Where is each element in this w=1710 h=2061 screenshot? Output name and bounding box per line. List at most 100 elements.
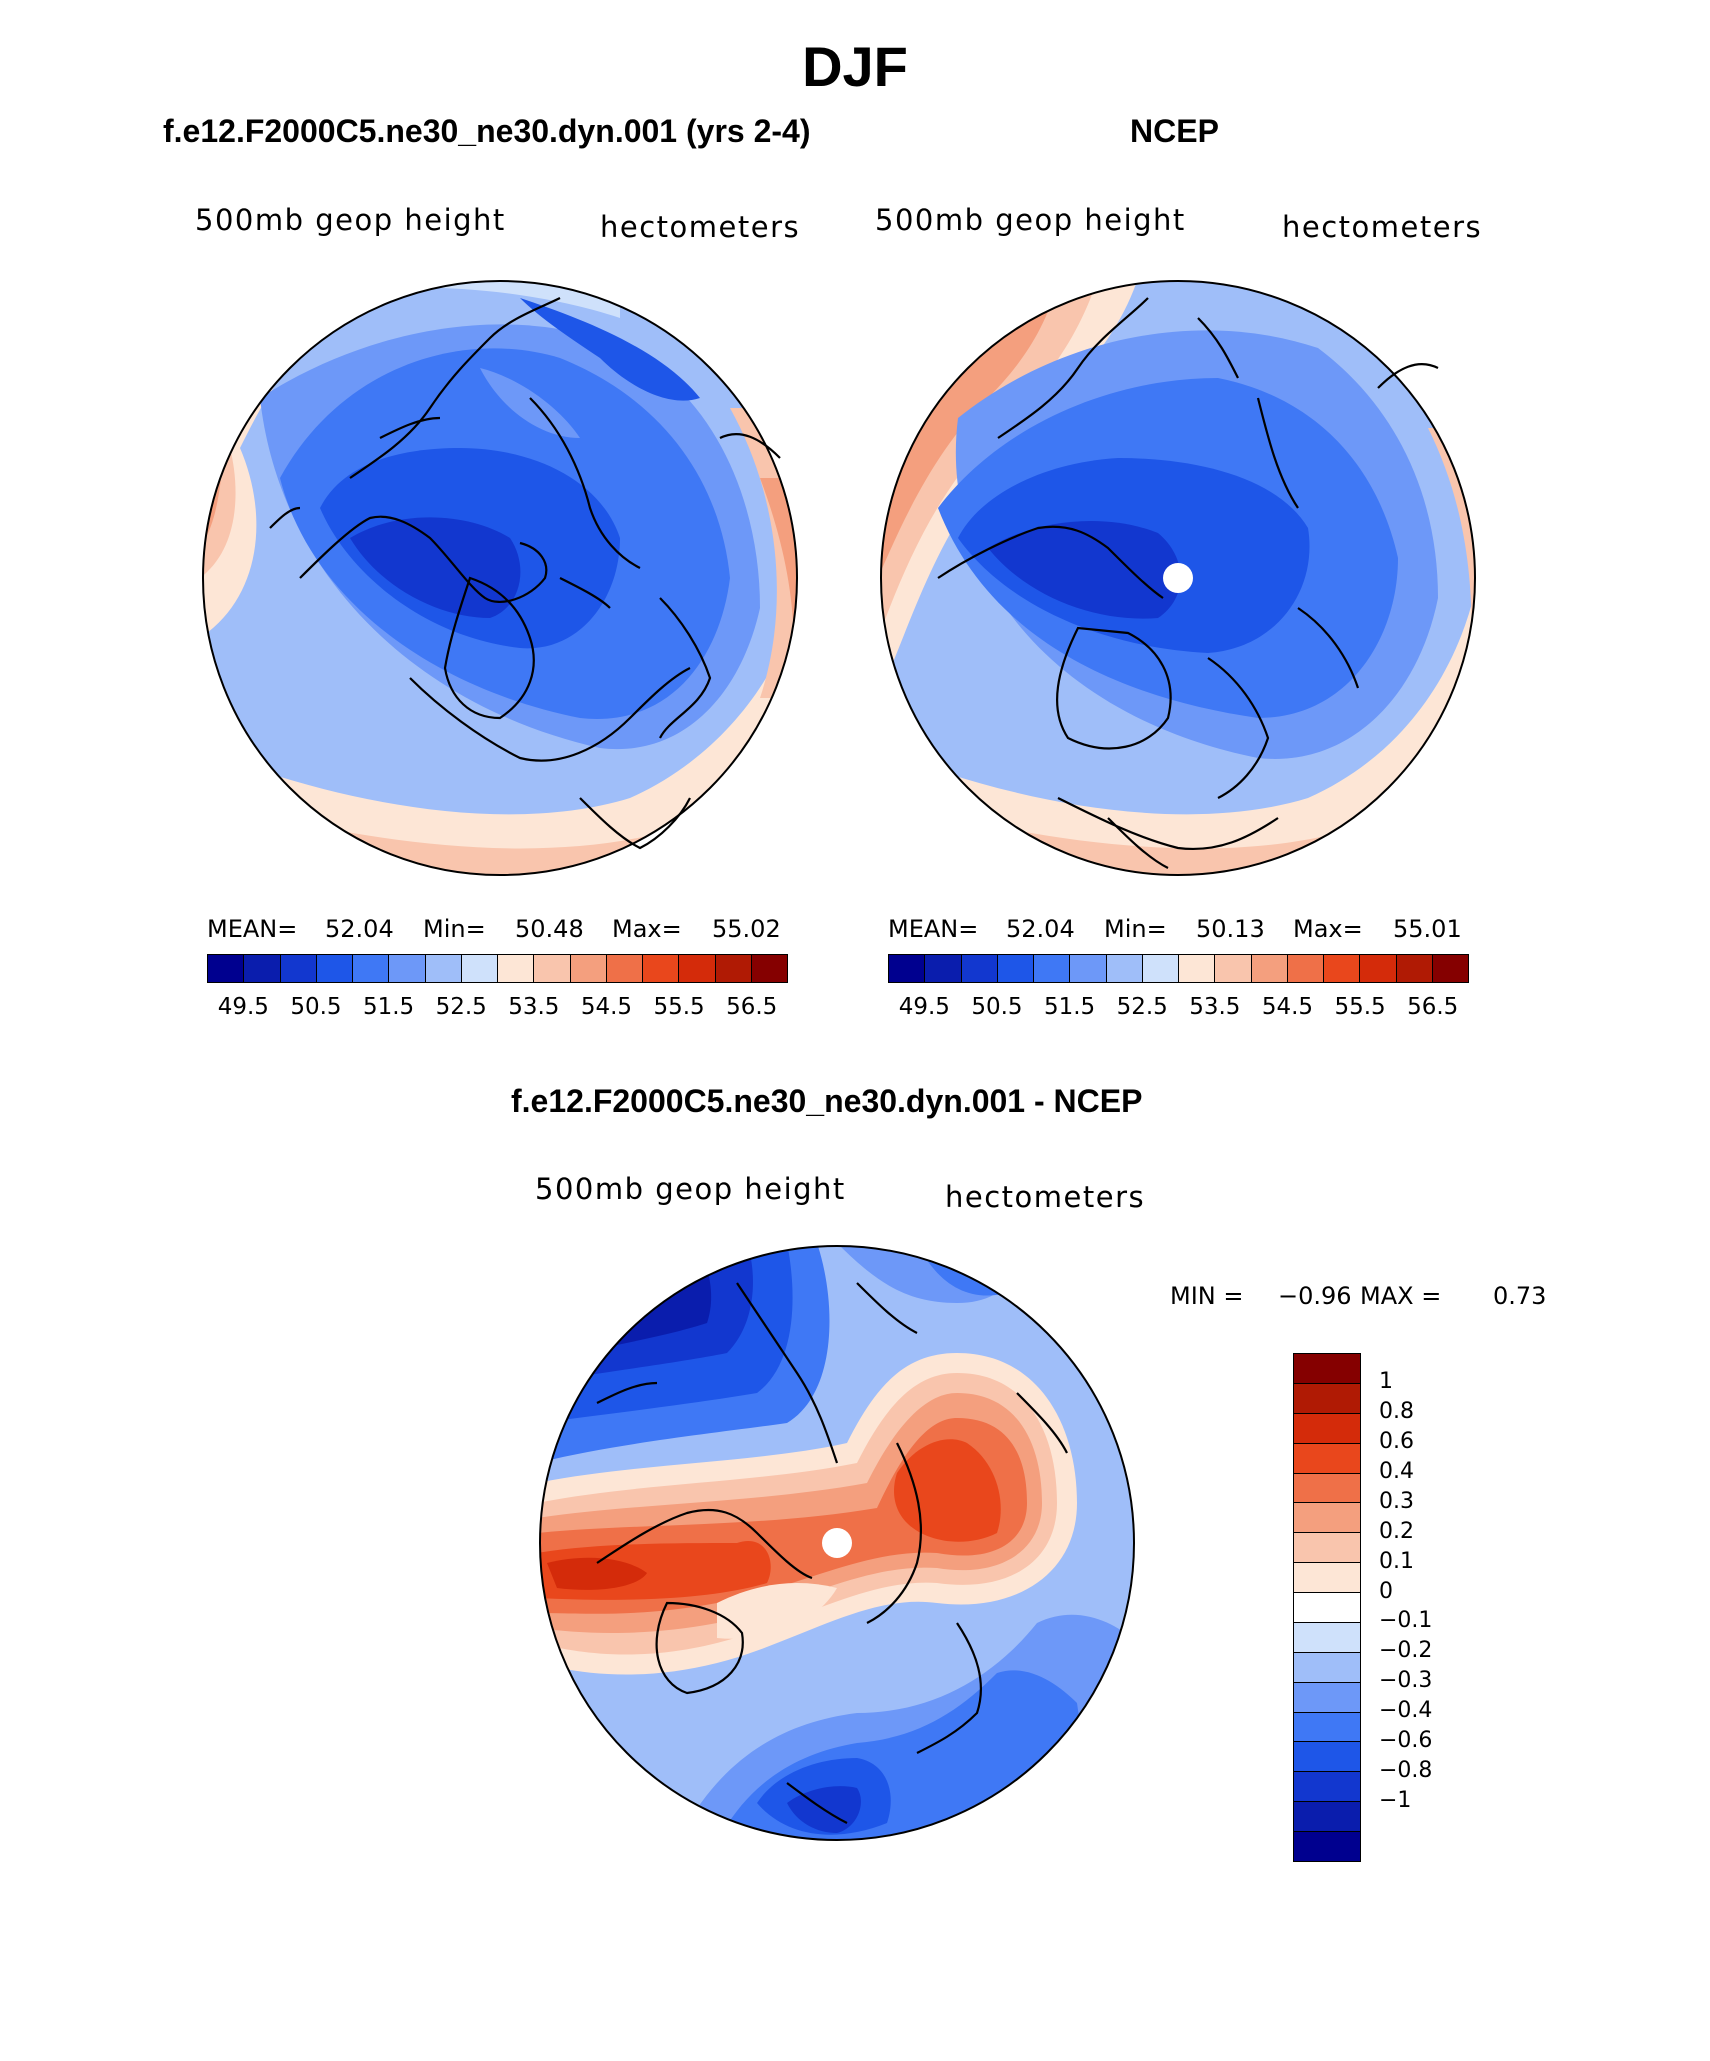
panel3-colorbar-tick-label: 0.6 <box>1379 1428 1414 1454</box>
panel2-coastlines <box>937 297 1439 869</box>
panel3-colorbar-tick-label: 0.4 <box>1379 1458 1414 1484</box>
panel2-min-label: Min= <box>1104 915 1167 943</box>
panel2-colorbar-swatch <box>889 955 926 982</box>
panel2-colorbar <box>888 954 1469 983</box>
panel3-colorbar-swatch <box>1294 1443 1360 1474</box>
panel1-variable-label: 500mb geop height <box>195 203 506 237</box>
panel2-colorbar-tick-label: 54.5 <box>1261 994 1314 1020</box>
panel2-colorbar-swatch <box>997 955 1034 982</box>
panel2-colorbar-swatch <box>1287 955 1324 982</box>
panel2-colorbar-tick-label: 52.5 <box>1116 994 1168 1020</box>
panel3-colorbar-tick-label: 0.8 <box>1379 1398 1414 1424</box>
panel3-title: f.e12.F2000C5.ne30_ne30.dyn.001 - NCEP <box>511 1083 1143 1119</box>
panel3-variable-label: 500mb geop height <box>535 1172 846 1206</box>
figure-title: DJF <box>802 35 908 98</box>
panel1-coastlines <box>269 297 781 850</box>
panel2-units-label: hectometers <box>1282 210 1483 244</box>
panel1-colorbar-tick-label: 50.5 <box>290 994 342 1020</box>
panel2-colorbar-swatch <box>1215 955 1252 982</box>
panel2-colorbar-tick-label: 50.5 <box>971 994 1023 1020</box>
panel1-colorbar-tick-label: 53.5 <box>508 994 560 1020</box>
panel1-colorbar-tick-label: 54.5 <box>580 994 633 1020</box>
panel2-colorbar-swatch <box>1179 955 1216 982</box>
panel1-colorbar-swatch <box>425 955 462 982</box>
panel1-units-label: hectometers <box>600 210 801 244</box>
panel2-pole-marker <box>1163 563 1193 593</box>
panel2-colorbar-swatch <box>1106 955 1143 982</box>
panel2-colorbar-swatch <box>1324 955 1361 982</box>
panel1-colorbar-swatch <box>570 955 607 982</box>
panel3-colorbar-swatch <box>1294 1622 1360 1653</box>
panel3-units-label: hectometers <box>945 1180 1146 1214</box>
panel2-colorbar-tick-label: 51.5 <box>1043 994 1096 1020</box>
panel1-max-label: Max= <box>612 915 682 943</box>
panel3-colorbar-swatch <box>1294 1354 1360 1384</box>
panel3-max-label: MAX = <box>1360 1282 1442 1310</box>
panel2-max-value: 55.01 <box>1393 915 1462 943</box>
panel3-colorbar-swatch <box>1294 1832 1360 1861</box>
panel1-colorbar-swatch <box>208 955 245 982</box>
panel1-colorbar-swatch <box>244 955 281 982</box>
panel1-colorbar-swatch <box>498 955 535 982</box>
panel1-colorbar <box>207 954 788 983</box>
panel2-mean-value: 52.04 <box>1006 915 1075 943</box>
panel3-colorbar-tick-label: 0 <box>1379 1578 1393 1604</box>
panel3-colorbar-tick-label: 0.2 <box>1379 1518 1414 1544</box>
panel2-colorbar-swatch <box>1396 955 1433 982</box>
panel2-colorbar-swatch <box>1034 955 1071 982</box>
panel1-colorbar-swatch <box>534 955 571 982</box>
panel2-colorbar-swatch <box>1432 955 1468 982</box>
panel1-mean-label: MEAN= <box>207 915 298 943</box>
panel1-mean-value: 52.04 <box>325 915 394 943</box>
panel2-colorbar-swatch <box>1360 955 1397 982</box>
panel3-colorbar-tick-label: −0.2 <box>1379 1638 1433 1664</box>
panel3-colorbar-swatch <box>1294 1682 1360 1713</box>
panel3-colorbar-swatch <box>1294 1593 1360 1623</box>
panel2-colorbar-swatch <box>925 955 962 982</box>
panel2-title: NCEP <box>1130 113 1219 149</box>
panel1-colorbar-tick-label: 51.5 <box>362 994 415 1020</box>
panel2-colorbar-swatch <box>961 955 998 982</box>
panel2-colorbar-tick-label: 53.5 <box>1189 994 1241 1020</box>
panel3-colorbar-tick-label: −1 <box>1379 1788 1412 1814</box>
panel2-variable-label: 500mb geop height <box>875 203 1186 237</box>
panel3-colorbar-tick-label: −0.4 <box>1379 1698 1433 1724</box>
panel3-colorbar-swatch <box>1294 1802 1360 1832</box>
panel1-colorbar-tick-label: 56.5 <box>726 994 778 1020</box>
panel3-colorbar-tick-label: 0.3 <box>1379 1488 1414 1514</box>
panel2-colorbar-swatch <box>1142 955 1179 982</box>
panel1-min-value: 50.48 <box>515 915 584 943</box>
panel3-colorbar <box>1293 1353 1361 1862</box>
panel3-map-boundary <box>539 1245 1135 1841</box>
panel1-colorbar-swatch <box>751 955 787 982</box>
panel3-colorbar-swatch <box>1294 1742 1360 1773</box>
panel1-colorbar-swatch <box>643 955 680 982</box>
panel1-map-boundary <box>202 280 798 876</box>
panel1-colorbar-swatch <box>353 955 390 982</box>
panel1-colorbar-swatch <box>461 955 498 982</box>
panel1-colorbar-tick-label: 49.5 <box>217 994 269 1020</box>
panel3-colorbar-tick-label: −0.6 <box>1379 1728 1433 1754</box>
panel3-colorbar-swatch <box>1294 1563 1360 1593</box>
panel3-pole-marker <box>822 1528 852 1558</box>
panel3-colorbar-swatch <box>1294 1383 1360 1414</box>
panel3-colorbar-tick-label: 0.1 <box>1379 1548 1414 1574</box>
panel1-colorbar-swatch <box>280 955 317 982</box>
panel2-colorbar-swatch <box>1251 955 1288 982</box>
panel3-colorbar-swatch <box>1294 1712 1360 1743</box>
panel1-colorbar-tick-label: 52.5 <box>435 994 487 1020</box>
panel3-colorbar-swatch <box>1294 1533 1360 1564</box>
panel2-polar-map <box>880 280 1476 876</box>
panel3-colorbar-tick-label: −0.8 <box>1379 1758 1433 1784</box>
panel1-colorbar-swatch <box>389 955 426 982</box>
panel3-colorbar-swatch <box>1294 1503 1360 1534</box>
panel2-mean-label: MEAN= <box>888 915 979 943</box>
panel3-colorbar-swatch <box>1294 1413 1360 1444</box>
panel1-warm-south <box>203 598 797 875</box>
panel3-colorbar-swatch <box>1294 1772 1360 1803</box>
panel3-colorbar-swatch <box>1294 1652 1360 1683</box>
panel2-min-value: 50.13 <box>1196 915 1265 943</box>
panel3-colorbar-tick-label: 1 <box>1379 1368 1393 1394</box>
panel2-colorbar-tick-label: 49.5 <box>898 994 950 1020</box>
panel3-coastlines <box>596 1282 1068 1824</box>
